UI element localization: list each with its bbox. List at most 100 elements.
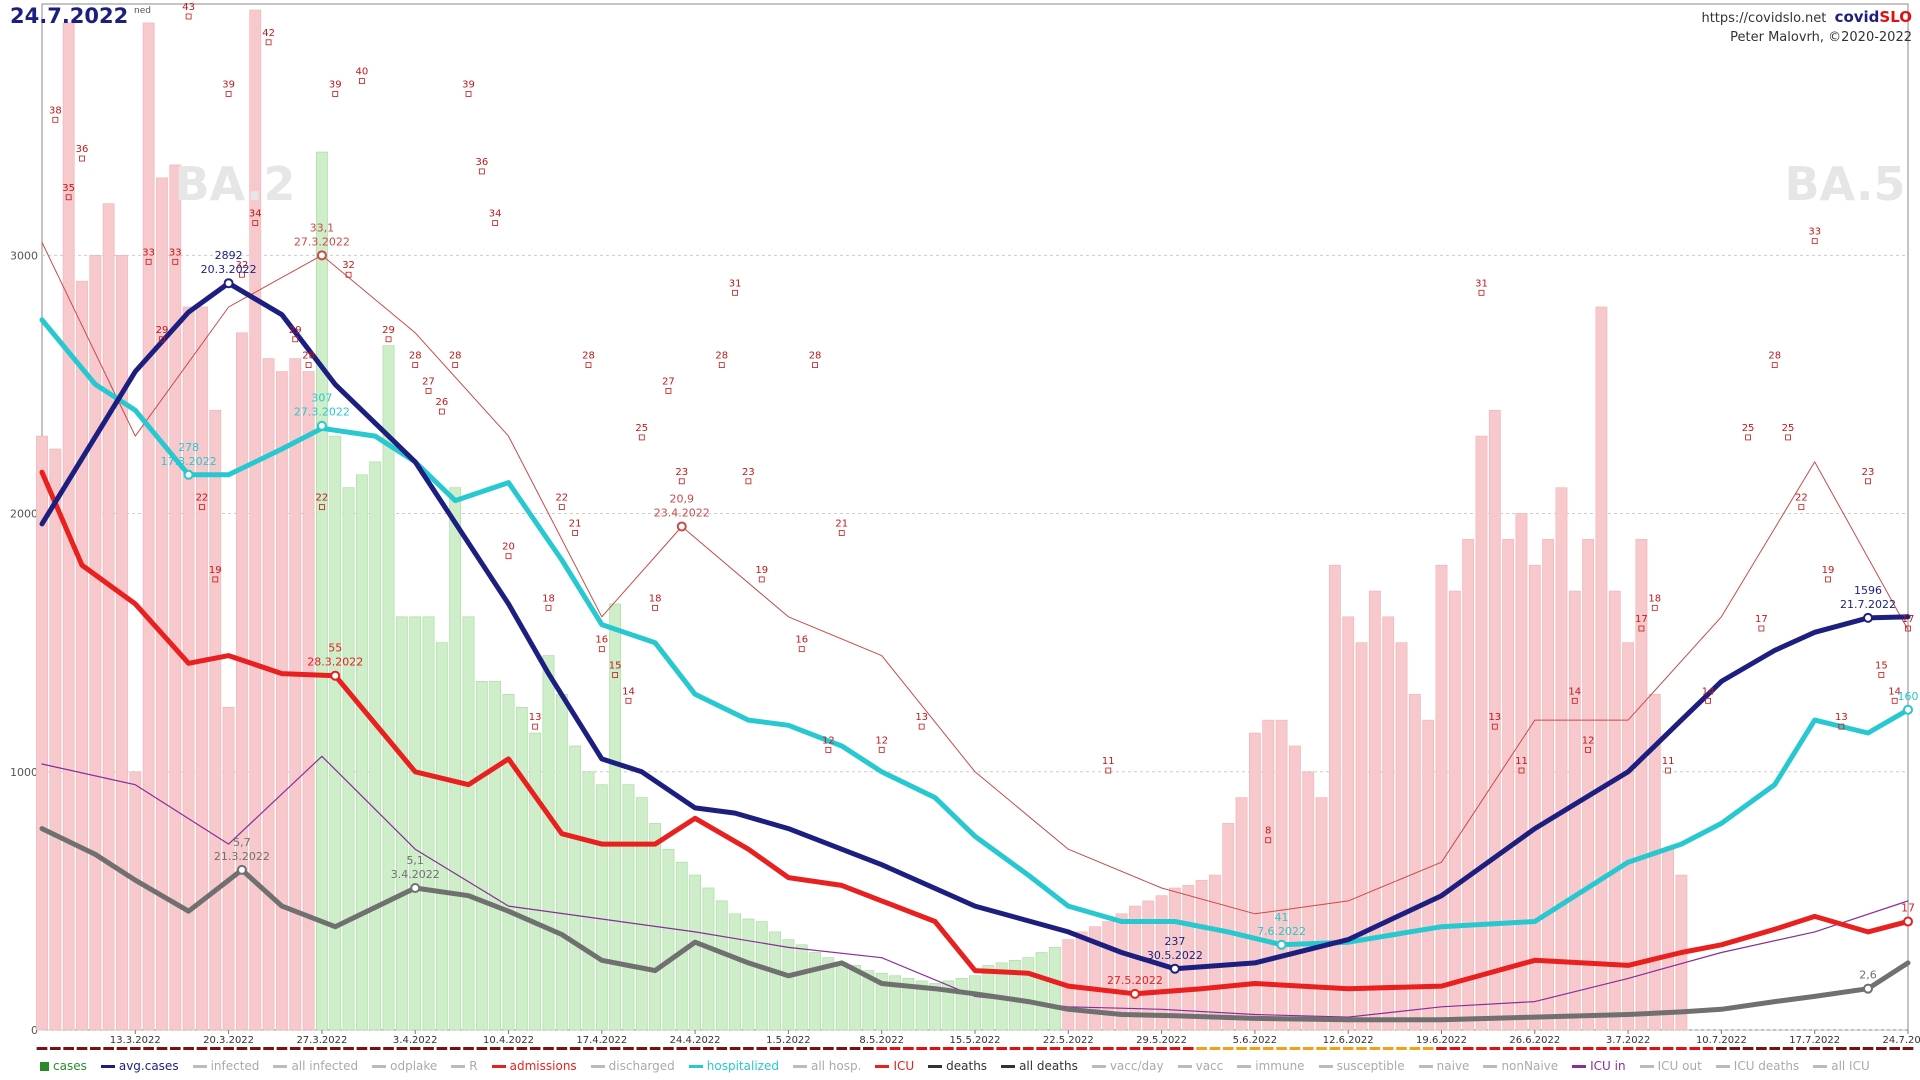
day-strip-cell — [89, 1047, 101, 1050]
case-bar — [116, 255, 128, 1031]
legend-item-infected[interactable]: infected — [192, 1059, 259, 1073]
x-tick-label: 8.5.2022 — [859, 1035, 904, 1046]
bar-value-marker — [1705, 697, 1711, 704]
legend-item-deaths[interactable]: deaths — [928, 1059, 987, 1073]
bar-value-label: 23 — [675, 467, 688, 478]
bar-value-label: 13 — [915, 712, 928, 723]
case-bar — [1488, 409, 1501, 1031]
day-strip-cell — [223, 1047, 234, 1050]
bar-value-label: 22 — [196, 493, 209, 504]
day-strip-cell — [1422, 1047, 1434, 1050]
day-strip-cell — [743, 1047, 754, 1050]
legend-item-hospitalized[interactable]: hospitalized — [688, 1059, 779, 1073]
legend-item-avg-cases[interactable]: avg.cases — [100, 1059, 179, 1073]
day-strip-cell — [543, 1047, 554, 1050]
case-bar — [222, 706, 235, 1031]
legend-item-immune[interactable]: immune — [1237, 1059, 1305, 1073]
day-strip-cell — [796, 1047, 808, 1050]
legend-item-vacc-day[interactable]: vacc/day — [1091, 1059, 1164, 1073]
variant-label-ba2: BA.2 — [175, 157, 296, 211]
bar-value-label: 32 — [342, 260, 355, 271]
x-tick-label: 5.6.2022 — [1233, 1035, 1278, 1046]
bar-value-label: 20 — [502, 542, 515, 553]
legend-item-cases-bar[interactable]: cases — [40, 1059, 87, 1073]
day-strip-cell — [103, 1047, 114, 1050]
bar-value-marker — [1798, 504, 1805, 511]
site-url-link[interactable]: https://covidslo.net — [1701, 11, 1827, 26]
legend-item-all-hosp[interactable]: all hosp. — [792, 1059, 861, 1073]
annotation-date: 21.3.2022 — [214, 850, 270, 863]
day-strip-cell — [1502, 1047, 1514, 1050]
case-bar — [142, 22, 155, 1031]
bar-value-label: 18 — [542, 593, 555, 604]
legend-label: ICU in — [1590, 1059, 1626, 1073]
x-tick-label: 29.5.2022 — [1136, 1035, 1187, 1046]
bar-value-label: 13 — [1488, 712, 1501, 723]
legend-item-naive[interactable]: naive — [1418, 1059, 1469, 1073]
legend-label: all deaths — [1019, 1059, 1078, 1073]
bar-value-label: 19 — [1822, 565, 1835, 576]
legend-label: all infected — [291, 1059, 359, 1073]
annotation-marker — [1903, 916, 1913, 927]
day-strip-cell — [969, 1047, 981, 1050]
case-bar — [1328, 564, 1341, 1031]
day-strip-cell — [649, 1047, 661, 1050]
legend-item-all-deaths[interactable]: all deaths — [1001, 1059, 1078, 1073]
bar-value-label: 12 — [875, 735, 888, 746]
legend-item-vacc[interactable]: vacc — [1177, 1059, 1223, 1073]
bar-value-marker — [252, 220, 259, 226]
day-strip-cell — [196, 1047, 208, 1050]
legend-item-icu[interactable]: ICU — [875, 1059, 914, 1073]
case-bar — [1195, 879, 1208, 1031]
case-bar — [1182, 885, 1195, 1031]
legend-item-non-naive[interactable]: nonNaive — [1483, 1059, 1558, 1073]
day-strip-cell — [783, 1047, 794, 1050]
legend-item-odplake[interactable]: odplake — [372, 1059, 437, 1073]
day-strip-cell — [1609, 1047, 1621, 1050]
bar-value-label: 15 — [609, 660, 622, 671]
legend-item-icu-deaths[interactable]: ICU deaths — [1715, 1059, 1800, 1073]
legend-item-susceptible[interactable]: susceptible — [1318, 1059, 1405, 1073]
legend-label: discharged — [608, 1059, 675, 1073]
legend-item-icu-in[interactable]: ICU in — [1572, 1059, 1626, 1073]
bar-value-marker — [745, 478, 752, 485]
legend-item-discharged[interactable]: discharged — [590, 1059, 675, 1073]
case-bar — [449, 487, 462, 1031]
legend-item-icu-out[interactable]: ICU out — [1639, 1059, 1702, 1073]
legend-swatch — [1091, 1064, 1106, 1068]
case-bar — [1515, 513, 1528, 1031]
case-bar — [475, 681, 488, 1031]
legend-swatch — [1483, 1064, 1498, 1068]
legend-item-admissions[interactable]: admissions — [491, 1059, 577, 1073]
day-strip-cell — [449, 1047, 461, 1050]
case-bar — [1222, 823, 1235, 1031]
day-strip-cell — [1689, 1047, 1701, 1050]
day-strip-cell — [1076, 1047, 1087, 1050]
legend-label: avg.cases — [118, 1059, 179, 1073]
day-strip-cell — [596, 1047, 608, 1050]
case-bar — [929, 983, 941, 1031]
legend-label: ICU deaths — [1733, 1059, 1800, 1073]
case-bar — [955, 978, 968, 1031]
day-strip-cell — [1009, 1047, 1021, 1050]
case-bar — [102, 203, 115, 1031]
bar-value-marker — [212, 576, 219, 583]
day-strip-cell — [1342, 1047, 1354, 1050]
day-strip-cell — [369, 1047, 381, 1050]
day-strip-cell — [1782, 1047, 1794, 1050]
day-of-week: ned — [134, 6, 151, 16]
day-strip-cell — [676, 1047, 688, 1050]
day-strip-cell — [1249, 1047, 1261, 1050]
bar-value-label: 25 — [635, 423, 648, 434]
legend-item-all-infected[interactable]: all infected — [273, 1059, 358, 1073]
day-strip-cell — [703, 1047, 714, 1050]
bar-value-marker — [292, 336, 299, 343]
legend-swatch — [1813, 1064, 1828, 1068]
y-tick-label: 3000 — [10, 249, 38, 262]
day-strip-cell — [1902, 1047, 1914, 1050]
y-tick-label: 2000 — [10, 508, 38, 521]
bar-value-label: 17 — [1902, 614, 1915, 625]
legend-item-all-icu[interactable]: all ICU — [1813, 1059, 1870, 1073]
annotation-date: 30.5.2022 — [1147, 949, 1203, 962]
legend-item-r-line[interactable]: R — [451, 1059, 478, 1073]
